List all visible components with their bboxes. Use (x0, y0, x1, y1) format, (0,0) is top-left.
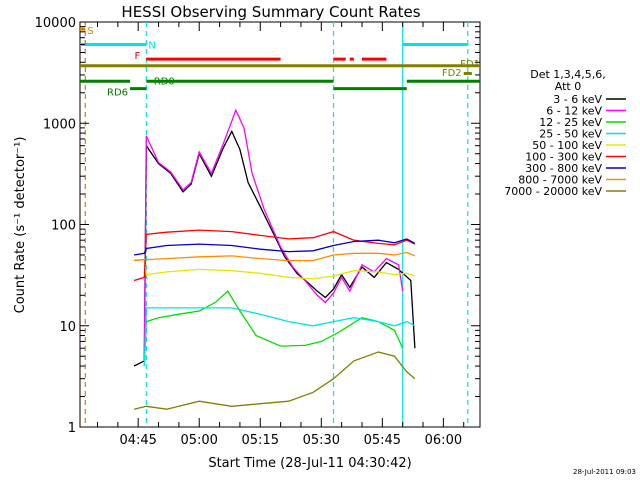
series-line-6-12-kev (143, 108, 404, 357)
series-line-7000-20000-kev (133, 351, 416, 410)
legend-label-100-300-kev: 100 - 300 keV (525, 151, 602, 164)
legend-label-7000-20000-kev: 7000 - 20000 keV (504, 185, 602, 198)
flag-label-f: F (134, 51, 140, 62)
flag-label-s: S (87, 26, 93, 37)
legend-label-50-100-kev: 50 - 100 keV (532, 139, 602, 152)
axes: 1 10 100 1000 10000 04:45 05:00 05:15 05:30 05:45… (35, 16, 480, 448)
legend-label-12-25-kev: 12 - 25 keV (539, 116, 602, 129)
series-line-12-25-kev (143, 290, 404, 367)
legend-label-6-12-kev: 6 - 12 keV (546, 105, 602, 118)
legend-label-800-7000-kev: 800 - 7000 keV (518, 174, 602, 187)
y-tick-label-1000: 1000 (43, 117, 76, 132)
x-tick-label-05-45: 05:45 (364, 433, 401, 448)
flag-label-fd1: FD1 (460, 59, 480, 70)
timestamp: 28-Jul-2011 09:03 (573, 468, 636, 476)
x-tick-label-06-00: 06:00 (425, 433, 462, 448)
flag-label-rd0: RD0 (154, 76, 175, 87)
x-tick-label-04-45: 04:45 (119, 433, 156, 448)
series-line-800-7000-kev (134, 251, 416, 262)
legend-header-line-1: Det 1,3,4,5,6, (530, 68, 606, 81)
chart-title: HESSI Observing Summary Count Rates (121, 3, 420, 21)
legend-label-300-800-kev: 300 - 800 keV (525, 162, 602, 175)
x-tick-label-05-30: 05:30 (303, 433, 340, 448)
y-tick-label-100: 100 (51, 219, 76, 234)
legend-label-25-50-kev: 25 - 50 keV (539, 128, 602, 141)
y-axis-label: Count Rate (s⁻¹ detector⁻¹) (13, 137, 28, 314)
series-line-25-50-kev (143, 307, 416, 367)
flag-label-fd2: FD2 (442, 68, 462, 79)
x-tick-label-05-00: 05:00 (180, 433, 217, 448)
flag-label-n: N (148, 40, 155, 51)
y-tick-label-10: 10 (59, 320, 76, 335)
x-tick-label-05-15: 05:15 (242, 433, 279, 448)
series-line-50-100-kev (134, 258, 416, 280)
y-tick-label-10000: 10000 (35, 16, 76, 31)
series-lines (133, 108, 416, 410)
y-tick-label-1: 1 (68, 421, 76, 436)
legend-header-line-2: Att 0 (555, 80, 581, 93)
x-axis-label: Start Time (28-Jul-11 04:30:42) (208, 456, 411, 471)
series-line-100-300-kev (133, 229, 416, 282)
flag-label-rd6: RD6 (107, 88, 128, 99)
legend-label-3-6-kev: 3 - 6 keV (553, 93, 602, 106)
series-line-300-800-kev (133, 238, 416, 256)
series-line-3-6-kev (133, 129, 416, 367)
